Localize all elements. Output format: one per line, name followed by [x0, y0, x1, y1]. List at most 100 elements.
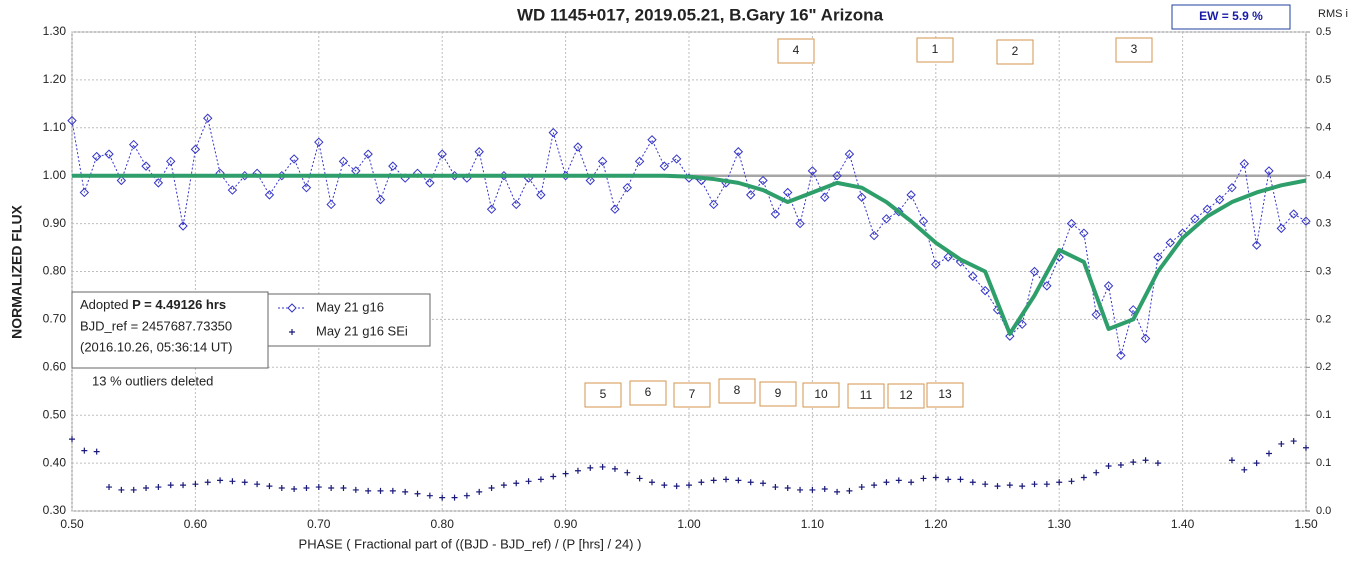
plus-marker	[550, 473, 557, 480]
y2-tick-label: 0.2	[1316, 313, 1331, 325]
note-date: (2016.10.26, 05:36:14 UT)	[80, 339, 233, 354]
plus-marker	[698, 479, 705, 486]
diamond-marker	[931, 259, 941, 270]
plus-marker	[1117, 462, 1124, 469]
plus-marker	[982, 481, 989, 488]
plus-marker	[167, 482, 174, 489]
diamond-marker	[1140, 333, 1151, 344]
y2-tick-label: 0.5	[1316, 26, 1331, 38]
plus-marker	[340, 485, 347, 492]
plus-marker	[710, 477, 717, 484]
plus-marker	[871, 482, 878, 489]
plus-marker	[760, 480, 767, 487]
plus-marker	[180, 482, 187, 489]
diamond-marker	[1017, 319, 1027, 329]
plus-marker	[106, 484, 113, 491]
diamond-marker	[597, 156, 608, 167]
diamond-marker	[1227, 182, 1237, 193]
diamond-marker	[116, 175, 127, 186]
diamond-marker	[474, 147, 484, 157]
plus-marker	[414, 490, 421, 497]
plus-marker	[1105, 462, 1112, 469]
plus-marker	[562, 470, 569, 477]
plus-marker	[1130, 459, 1137, 466]
diamond-marker	[425, 178, 435, 188]
dip-label: 10	[814, 387, 828, 401]
diamond-marker	[486, 204, 497, 214]
plus-marker	[513, 480, 520, 487]
diamond-marker	[1165, 238, 1175, 248]
dip-box	[629, 380, 667, 406]
dip-label: 11	[860, 388, 873, 402]
plus-marker	[537, 476, 544, 483]
diamond-marker	[1214, 194, 1225, 205]
dip-box	[673, 382, 711, 408]
dip-label: 12	[899, 388, 913, 402]
dip-box	[718, 378, 756, 404]
x-axis-title: PHASE ( Fractional part of ((BJD - BJD_r…	[299, 536, 642, 551]
plus-marker	[1290, 438, 1297, 445]
diamond-marker	[363, 149, 373, 159]
dip-label: 4	[793, 43, 800, 57]
diamond-marker	[227, 185, 238, 195]
plus-marker	[673, 483, 680, 490]
diamond-marker	[807, 166, 818, 176]
plus-marker	[93, 448, 100, 455]
diamond-marker	[881, 214, 892, 224]
x-tick-label: 0.50	[60, 517, 84, 531]
plus-marker	[1068, 478, 1075, 485]
diamond-marker	[634, 156, 645, 167]
diamond-marker	[968, 271, 978, 281]
plus-marker	[1154, 460, 1161, 467]
legend-items: May 21 g16 May 21 g16 SEi	[278, 299, 408, 338]
y-tick-label: 1.00	[43, 168, 67, 182]
plus-marker	[254, 481, 261, 488]
dip-box	[887, 383, 925, 409]
plus-marker	[599, 463, 606, 470]
dip-box	[1115, 37, 1153, 63]
plus-marker	[809, 486, 816, 493]
diamond-marker	[610, 204, 620, 214]
diamond-marker	[869, 230, 879, 241]
y2-title: RMS i	[1318, 8, 1348, 20]
y-tick-label: 1.30	[43, 24, 67, 38]
plus-marker	[648, 479, 655, 486]
diamond-marker	[708, 199, 719, 210]
plus-marker	[69, 436, 75, 443]
dip-label: 7	[689, 387, 696, 401]
plus-marker	[821, 485, 828, 492]
diamond-marker	[536, 190, 546, 200]
plus-marker	[402, 488, 409, 495]
plus-marker	[451, 494, 458, 501]
diamond-marker	[622, 182, 633, 193]
diamond-marker	[326, 199, 336, 210]
diamond-marker	[178, 221, 188, 231]
dip-box	[759, 381, 797, 407]
plus-marker	[476, 488, 483, 495]
dip-box	[916, 37, 954, 63]
x-tick-label: 0.70	[307, 517, 331, 531]
plus-marker	[661, 482, 668, 489]
y2-tick-label: 0.1	[1316, 457, 1331, 469]
plus-marker	[1043, 481, 1050, 488]
dip-label: 1	[932, 42, 939, 56]
diamond-marker	[585, 175, 595, 186]
plus-marker	[488, 485, 495, 492]
plus-marker	[587, 464, 594, 471]
plus-marker	[1006, 482, 1013, 489]
diamond-marker	[1128, 305, 1138, 315]
y2-tick-label: 0.4	[1316, 170, 1331, 182]
diamond-marker	[91, 151, 102, 162]
diamond-marker	[437, 149, 447, 159]
diamond-marker	[671, 154, 682, 164]
plus-marker	[143, 485, 150, 492]
y2-tick-label: 0.2	[1316, 361, 1331, 373]
note-bjd: BJD_ref = 2457687.73350	[80, 318, 232, 333]
plus-marker	[377, 487, 384, 494]
diamond-marker	[190, 144, 201, 155]
legend-marker	[287, 303, 297, 313]
diamond-marker	[918, 216, 929, 226]
plus-marker	[328, 485, 335, 492]
plus-marker	[858, 484, 865, 491]
diamond-marker	[1042, 281, 1052, 291]
